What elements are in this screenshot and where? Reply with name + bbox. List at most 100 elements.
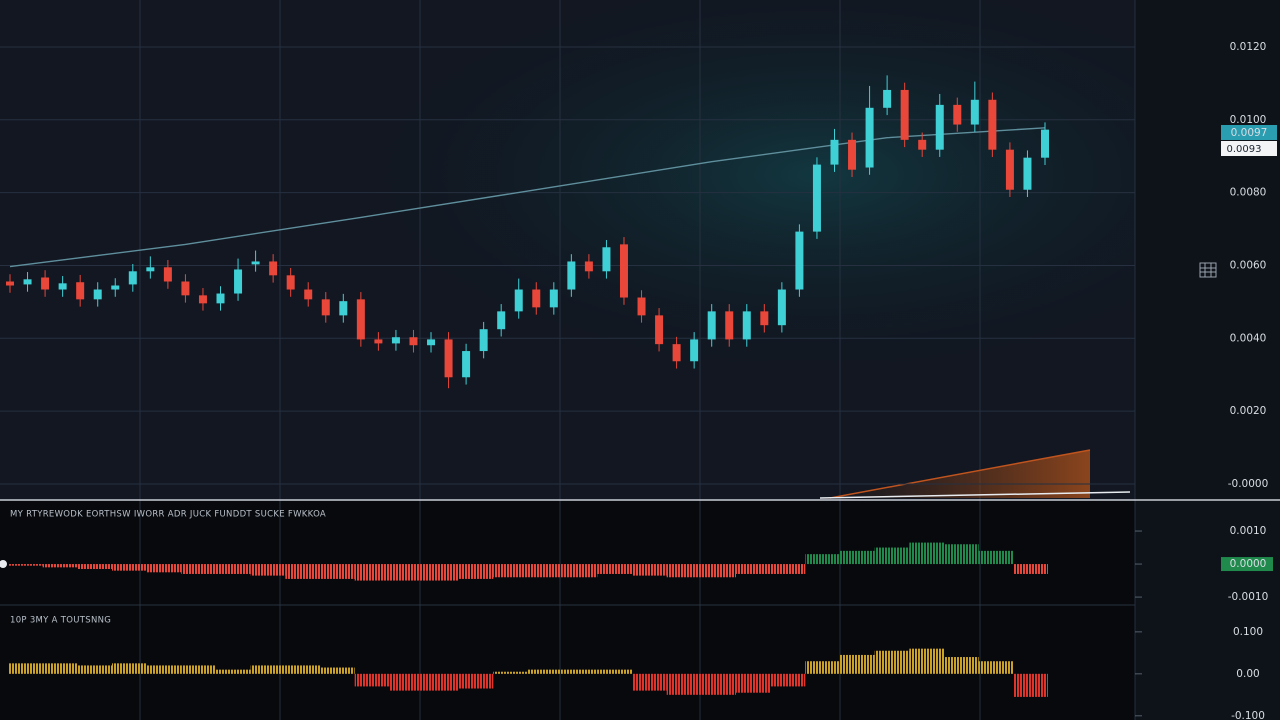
candle-body [391,337,400,344]
y-tick-label: 0.100 [1233,626,1263,638]
histogram-bar [424,673,459,691]
histogram-bar [250,564,286,576]
candle-body [181,281,190,296]
histogram-bar [528,669,563,674]
histogram-bar [562,564,598,578]
y-tick-label: 0.0000 [1230,558,1267,570]
histogram-bar [666,673,702,695]
y-tick-label: 0.0020 [1230,405,1267,417]
candle-body [777,289,786,326]
histogram-bar [285,564,320,579]
histogram-bar [597,669,632,674]
candle-body [339,301,348,316]
histogram-bar [736,673,771,693]
cursor-dot [0,560,7,568]
histogram-bar [632,673,667,691]
histogram-bar [112,564,147,571]
candle-body [584,261,593,272]
histogram-bar [701,673,736,695]
histogram-bar [389,673,424,691]
indicator-title: 10P 3MY A TOUTSNNG [10,616,111,626]
candle-body [602,247,611,272]
candle-body [321,299,330,316]
histogram-bar [944,544,979,565]
moving-average [9,127,1046,268]
y-tick-label: 0.00 [1236,668,1259,680]
candle-body [953,104,962,125]
histogram-bar [666,564,702,578]
candle-body [356,299,365,340]
histogram-bar [146,665,182,674]
candle-body [900,89,909,140]
histogram-bar [909,648,944,674]
candle-body [532,289,541,308]
candle-body [41,277,50,290]
candle-body [304,289,313,300]
histogram-bar [354,564,390,581]
histogram-bar [493,671,528,674]
candle-body [76,282,85,300]
price-tag-box [1221,125,1277,140]
candle-body [146,267,155,272]
histogram-bar [424,564,459,581]
histogram-bar [805,661,840,674]
candle-body [163,267,172,282]
candle-body [409,337,418,346]
histogram-bar [528,564,563,578]
histogram-bar [285,665,320,674]
candle-body [23,279,32,285]
y-tick-label: 0.0010 [1230,525,1267,537]
value-tag-box [1221,557,1273,572]
candle-body [234,269,243,294]
histogram-bar [632,564,667,576]
histogram-bar [354,673,390,687]
histogram-bar [840,654,875,674]
y-tick-label: -0.0000 [1228,478,1269,490]
histogram-bar [458,673,494,689]
candle-body [725,311,734,340]
candle-body [251,261,260,265]
histogram-bar [944,657,979,674]
histogram-bar [216,669,251,674]
candle-body [444,339,453,378]
candle-body [549,289,558,308]
candle-body [619,244,628,298]
y-tick-label: 0.0060 [1230,259,1267,271]
histogram-bar [250,665,286,674]
candle-body [883,89,892,108]
price-tag: 0.0097 [1231,127,1268,139]
histogram-bar [320,667,355,674]
candle-body [514,289,523,312]
candle-body [988,99,997,150]
histogram-bar [42,564,78,568]
candle-body [479,329,488,352]
histogram-bar [562,669,598,674]
candle-body [462,351,471,378]
candle-body [795,231,804,290]
histogram-bar [874,650,910,674]
candle-body [1005,149,1014,190]
histogram-bar [1013,564,1048,574]
histogram-bar [597,564,632,574]
histogram-bar [42,663,78,674]
candle-body [128,271,137,285]
candle-body [655,315,664,345]
indicator-pane [0,501,1135,720]
y-tick-label: 0.0040 [1230,332,1267,344]
candle-body [6,281,14,286]
histogram-bar [840,550,875,565]
candle-body [1041,129,1049,158]
histogram-bar [805,554,840,565]
histogram-bar [8,663,43,674]
volume-line [829,449,1091,499]
histogram-bar [77,564,112,570]
candle-body [497,311,506,330]
histogram-bar [146,564,182,573]
histogram-bar [77,665,112,674]
candle-body [93,289,102,300]
price-tag: 0.0093 [1227,144,1262,155]
histogram-bar [181,665,216,674]
candle-body [637,297,646,316]
candle-body [111,285,120,290]
